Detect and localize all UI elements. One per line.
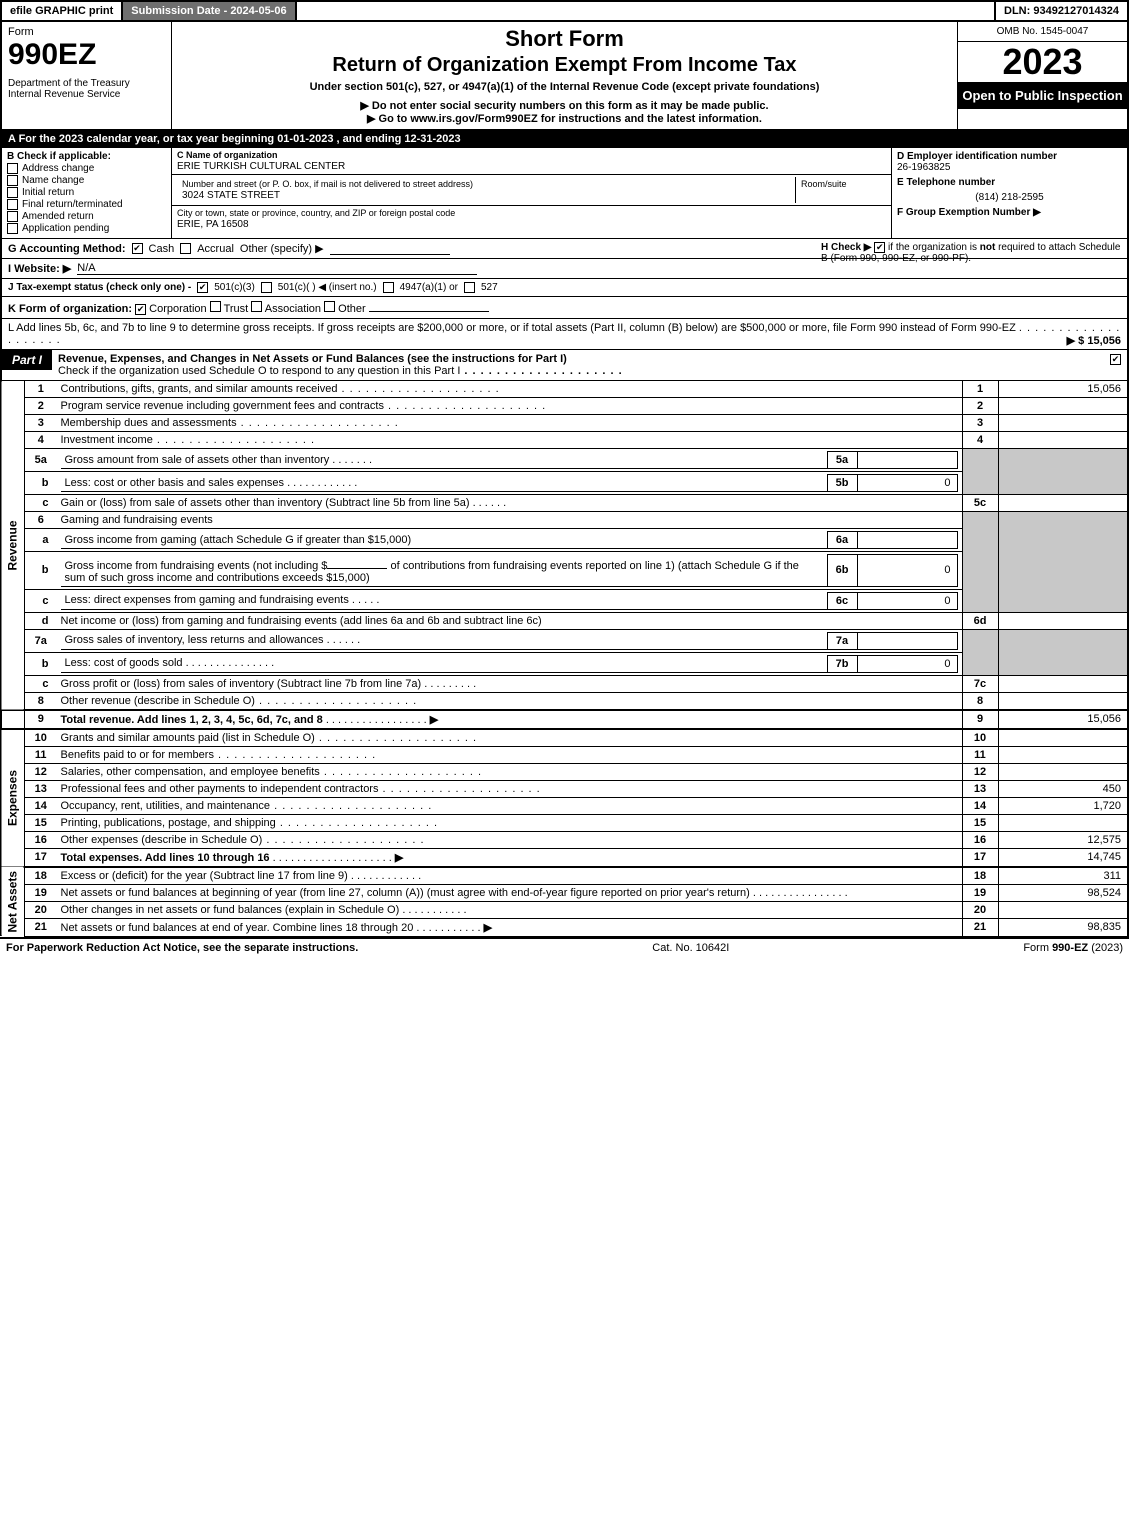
form-header: Form 990EZ Department of the Treasury In… xyxy=(0,22,1129,131)
tax-status-label: J Tax-exempt status (check only one) - xyxy=(8,282,191,293)
box-i-website: I Website: ▶ N/A xyxy=(0,259,1129,279)
cb-name-change[interactable]: Name change xyxy=(7,175,166,186)
row-l: L Add lines 5b, 6c, and 7b to line 9 to … xyxy=(0,319,1129,350)
side-expenses: Expenses xyxy=(1,729,25,867)
cb-schedule-o[interactable] xyxy=(1110,354,1121,365)
gross-receipts-amount: ▶ $ 15,056 xyxy=(1067,334,1121,347)
cb-initial-return[interactable]: Initial return xyxy=(7,187,166,198)
other-specify-input[interactable] xyxy=(330,243,450,255)
box-c: C Name of organization ERIE TURKISH CULT… xyxy=(172,148,892,238)
part1-header: Part I Revenue, Expenses, and Changes in… xyxy=(0,350,1129,381)
cb-trust[interactable] xyxy=(210,301,221,312)
footer-center: Cat. No. 10642I xyxy=(652,942,729,954)
ein-value: 26-1963825 xyxy=(897,162,1122,173)
street-label: Number and street (or P. O. box, if mail… xyxy=(182,179,473,189)
footer-right: Form 990-EZ (2023) xyxy=(1023,942,1123,954)
phone-value: (814) 218-2595 xyxy=(897,192,1122,203)
cb-other-org[interactable] xyxy=(324,301,335,312)
cb-501c[interactable] xyxy=(261,282,272,293)
org-name: ERIE TURKISH CULTURAL CENTER xyxy=(177,161,345,172)
part1-tag: Part I xyxy=(2,350,52,370)
cb-final-return[interactable]: Final return/terminated xyxy=(7,199,166,210)
cb-corp[interactable] xyxy=(135,304,146,315)
return-title: Return of Organization Exempt From Incom… xyxy=(178,54,951,77)
website-value: N/A xyxy=(77,262,477,275)
footer-left: For Paperwork Reduction Act Notice, see … xyxy=(6,942,358,954)
submission-date: Submission Date - 2024-05-06 xyxy=(123,2,296,20)
city-value: ERIE, PA 16508 xyxy=(177,219,249,230)
part1-title: Revenue, Expenses, and Changes in Net As… xyxy=(58,353,567,365)
ein-label: D Employer identification number xyxy=(897,151,1122,162)
website-label: I Website: ▶ xyxy=(8,262,71,275)
accounting-label: G Accounting Method: xyxy=(8,243,126,255)
info-grid: B Check if applicable: Address change Na… xyxy=(0,148,1129,239)
return-subtitle: Under section 501(c), 527, or 4947(a)(1)… xyxy=(178,81,951,93)
top-bar: efile GRAPHIC print Submission Date - 20… xyxy=(0,0,1129,22)
box-b-title: B Check if applicable: xyxy=(7,151,166,162)
open-to-public: Open to Public Inspection xyxy=(958,82,1127,109)
tax-year: 2023 xyxy=(958,42,1127,82)
box-g-accounting: G Accounting Method: Cash Accrual Other … xyxy=(0,239,1129,259)
cb-accrual[interactable] xyxy=(180,243,191,254)
department-label: Department of the Treasury Internal Reve… xyxy=(8,78,165,100)
ssn-warning: ▶ Do not enter social security numbers o… xyxy=(178,99,951,112)
phone-label: E Telephone number xyxy=(897,177,1122,188)
efile-label: efile GRAPHIC print xyxy=(2,2,123,20)
cb-schedule-b[interactable] xyxy=(874,242,885,253)
form-number: 990EZ xyxy=(8,38,165,72)
lines-table: Revenue 1Contributions, gifts, grants, a… xyxy=(0,381,1129,937)
box-j-status: J Tax-exempt status (check only one) - 5… xyxy=(0,279,1129,297)
cb-assoc[interactable] xyxy=(251,301,262,312)
form-word: Form xyxy=(8,26,165,38)
room-label: Room/suite xyxy=(801,179,847,189)
cb-application-pending[interactable]: Application pending xyxy=(7,223,166,234)
cb-cash[interactable] xyxy=(132,243,143,254)
omb-number: OMB No. 1545-0047 xyxy=(958,22,1127,42)
street-value: 3024 STATE STREET xyxy=(182,190,280,201)
cb-amended-return[interactable]: Amended return xyxy=(7,211,166,222)
row-k: K Form of organization: Corporation Trus… xyxy=(0,297,1129,319)
short-form-title: Short Form xyxy=(178,26,951,52)
cb-527[interactable] xyxy=(464,282,475,293)
box-b: B Check if applicable: Address change Na… xyxy=(2,148,172,238)
row-a-period: A For the 2023 calendar year, or tax yea… xyxy=(0,131,1129,148)
side-net-assets: Net Assets xyxy=(1,867,25,937)
goto-link[interactable]: ▶ Go to www.irs.gov/Form990EZ for instru… xyxy=(178,112,951,125)
org-name-label: C Name of organization xyxy=(177,150,278,160)
group-exemption-label: F Group Exemption Number ▶ xyxy=(897,207,1122,218)
cb-address-change[interactable]: Address change xyxy=(7,163,166,174)
dln-label: DLN: 93492127014324 xyxy=(994,2,1127,20)
cb-501c3[interactable] xyxy=(197,282,208,293)
city-label: City or town, state or province, country… xyxy=(177,208,455,218)
part1-subtitle: Check if the organization used Schedule … xyxy=(58,365,460,377)
cb-4947[interactable] xyxy=(383,282,394,293)
page-footer: For Paperwork Reduction Act Notice, see … xyxy=(0,937,1129,957)
side-revenue: Revenue xyxy=(1,381,25,710)
box-d: D Employer identification number 26-1963… xyxy=(892,148,1127,238)
